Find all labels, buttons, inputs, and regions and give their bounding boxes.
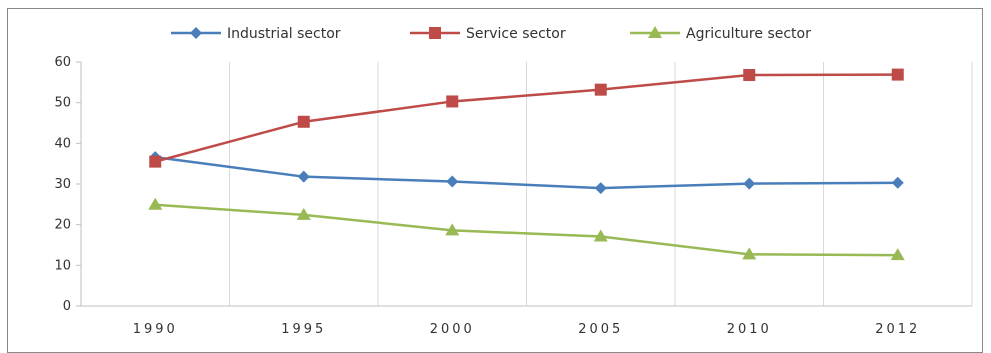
- x-tick-label: 2010: [727, 322, 772, 337]
- data-point: [890, 248, 905, 261]
- series-group: [148, 68, 905, 261]
- y-tick-label: 50: [54, 96, 71, 111]
- legend-label: Industrial sector: [227, 26, 341, 42]
- data-point: [743, 69, 756, 82]
- legend: Industrial sector Service sector Agricultu…: [171, 26, 811, 42]
- legend-item: Industrial sector: [171, 26, 341, 42]
- data-point: [297, 115, 310, 128]
- series-service-sector: [149, 68, 904, 168]
- legend-label: Agriculture sector: [686, 26, 811, 42]
- y-tick-label: 10: [54, 258, 71, 273]
- chart-frame: [7, 8, 983, 353]
- series-line: [154, 73, 898, 163]
- series-line: [155, 155, 898, 190]
- data-point: [891, 176, 904, 189]
- legend-marker: [648, 26, 662, 38]
- data-point: [149, 155, 162, 168]
- y-tick-label: 0: [63, 299, 71, 314]
- series-line: [155, 203, 898, 257]
- legend-marker: [429, 27, 441, 39]
- legend-item: Service sector: [410, 26, 566, 42]
- y-tick-label: 30: [54, 177, 71, 192]
- legend-label: Service sector: [466, 26, 566, 42]
- data-point: [594, 83, 607, 96]
- x-tick-label: 1995: [281, 322, 326, 337]
- data-point: [446, 95, 459, 108]
- y-tick-label: 20: [54, 218, 71, 233]
- x-tick-label: 2005: [578, 322, 623, 337]
- legend-item: Agriculture sector: [630, 26, 811, 42]
- data-point: [148, 197, 163, 210]
- data-point: [445, 223, 460, 236]
- data-point: [296, 207, 311, 220]
- data-point: [594, 182, 607, 195]
- data-point: [742, 247, 757, 260]
- data-point: [593, 229, 608, 242]
- y-tick-label: 40: [54, 136, 71, 151]
- data-point: [743, 177, 756, 190]
- x-tick-label: 1990: [133, 322, 178, 337]
- series-agriculture-sector: [148, 197, 905, 261]
- legend-marker: [190, 27, 202, 39]
- data-point: [446, 175, 459, 188]
- data-point: [297, 170, 310, 183]
- x-tick-label: 2012: [875, 322, 920, 337]
- y-tick-label: 60: [54, 55, 71, 70]
- data-point: [891, 68, 904, 81]
- x-axis-ticks: 1990 1995 2000 2005 2010 2012: [133, 322, 920, 337]
- x-tick-label: 2000: [430, 322, 475, 337]
- y-axis-ticks: 0 10 20 30 40 50 60: [54, 55, 81, 314]
